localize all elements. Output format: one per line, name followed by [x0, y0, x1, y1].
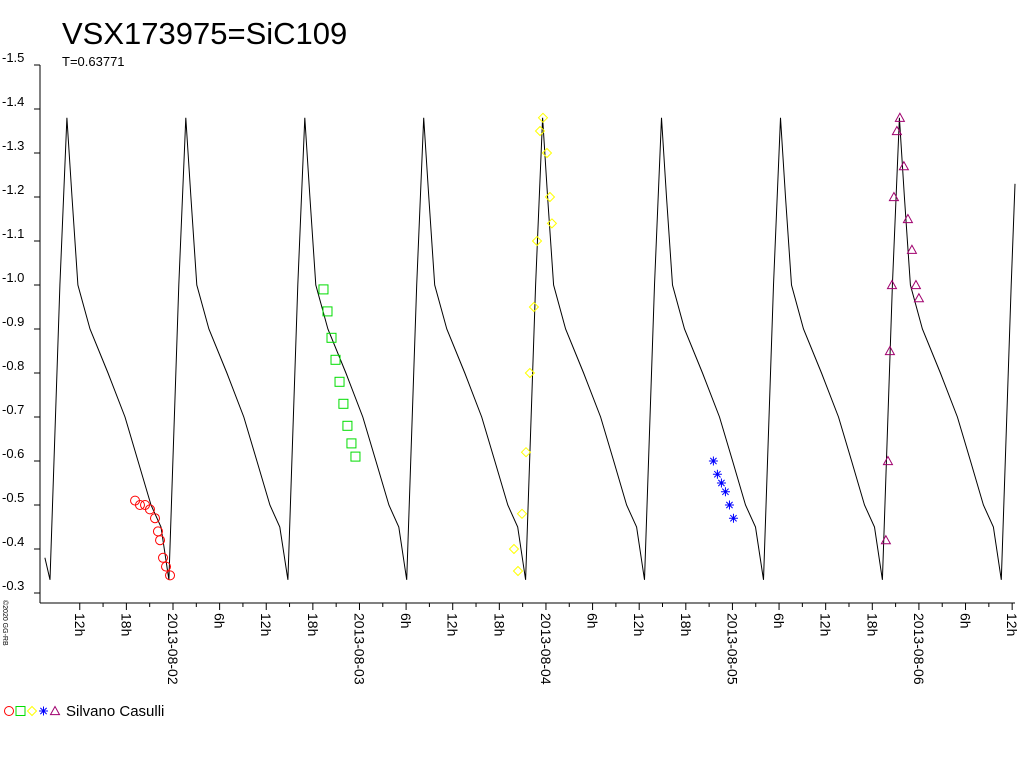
y-tick-label: -1.5: [2, 50, 24, 65]
y-tick-label: -1.3: [2, 138, 24, 153]
marker: [902, 213, 914, 224]
x-tick-label: 18h: [864, 613, 880, 636]
marker: [4, 706, 14, 716]
marker: [49, 705, 61, 716]
marker: [149, 513, 160, 524]
marker: [898, 160, 910, 171]
x-tick-label: 2013-08-04: [538, 613, 554, 685]
marker: [161, 561, 172, 572]
marker: [720, 487, 730, 497]
marker: [346, 438, 357, 449]
marker: [330, 354, 341, 365]
marker: [134, 500, 145, 510]
marker: [155, 535, 166, 546]
marker: [531, 235, 543, 247]
x-tick-label: 6h: [958, 613, 974, 629]
series: [130, 495, 176, 581]
marker: [894, 112, 906, 122]
y-tick-label: -0.3: [2, 578, 24, 593]
marker: [39, 706, 48, 716]
series: [708, 456, 738, 523]
marker: [165, 570, 176, 581]
marker: [724, 500, 734, 510]
marker: [906, 244, 918, 254]
marker: [712, 469, 722, 479]
x-tick-label: 18h: [305, 613, 321, 636]
marker: [152, 526, 163, 537]
y-tick-label: -0.8: [2, 358, 24, 373]
y-tick-label: -0.4: [2, 534, 24, 549]
marker: [882, 455, 894, 466]
x-tick-label: 6h: [212, 613, 228, 629]
y-tick-label: -0.6: [2, 446, 24, 461]
marker: [524, 367, 536, 379]
x-tick-label: 2013-08-03: [351, 613, 367, 685]
marker: [886, 279, 898, 290]
marker: [520, 446, 532, 458]
marker: [888, 191, 900, 202]
x-tick-label: 2013-08-05: [724, 613, 740, 685]
marker: [338, 398, 349, 409]
x-tick-label: 18h: [118, 613, 134, 636]
y-tick-label: -1.4: [2, 94, 24, 109]
marker: [15, 706, 26, 716]
series: [508, 112, 558, 577]
marker: [728, 513, 738, 523]
y-tick-label: -0.9: [2, 314, 24, 329]
x-tick-label: 12h: [72, 613, 88, 636]
legend-label: Silvano Casulli: [66, 703, 164, 720]
credit: ©2020 GG-RB: [1, 600, 9, 646]
x-tick-label: 6h: [585, 613, 601, 629]
y-tick-label: -1.2: [2, 182, 24, 197]
marker: [913, 292, 925, 303]
marker: [334, 376, 345, 387]
marker: [708, 456, 718, 466]
marker: [158, 552, 169, 563]
marker: [528, 301, 540, 313]
marker: [326, 332, 337, 343]
marker: [318, 284, 329, 295]
x-tick-label: 2013-08-02: [165, 613, 181, 685]
marker: [534, 125, 546, 137]
marker: [537, 112, 549, 124]
marker: [910, 279, 922, 290]
marker: [546, 218, 558, 229]
x-tick-label: 12h: [1004, 613, 1020, 636]
marker: [516, 508, 528, 520]
light-curve: [44, 117, 1016, 580]
x-tick-label: 6h: [398, 613, 414, 629]
marker: [26, 705, 38, 717]
x-tick-label: 12h: [818, 613, 834, 636]
marker: [350, 451, 361, 462]
marker: [508, 543, 520, 555]
series: [880, 112, 925, 545]
y-tick-label: -0.7: [2, 402, 24, 417]
y-tick-label: -1.0: [2, 270, 24, 285]
marker: [541, 147, 553, 159]
chart-subtitle: T=0.63771: [62, 54, 125, 69]
marker: [322, 306, 333, 317]
marker: [880, 534, 892, 545]
marker: [884, 345, 896, 356]
chart-title: VSX173975=SiC109: [62, 16, 347, 51]
y-tick-label: -0.5: [2, 490, 24, 505]
x-tick-label: 12h: [258, 613, 274, 636]
marker: [716, 478, 726, 488]
y-tick-label: -1.1: [2, 226, 24, 241]
marker: [144, 504, 155, 515]
x-tick-label: 18h: [678, 613, 694, 636]
marker: [891, 125, 903, 136]
marker: [512, 565, 524, 577]
series: [318, 284, 361, 462]
marker: [544, 191, 556, 203]
x-tick-label: 12h: [445, 613, 461, 636]
marker: [342, 420, 353, 431]
x-tick-label: 18h: [491, 613, 507, 636]
x-tick-label: 2013-08-06: [911, 613, 927, 685]
x-tick-label: 6h: [771, 613, 787, 629]
x-tick-label: 12h: [631, 613, 647, 636]
